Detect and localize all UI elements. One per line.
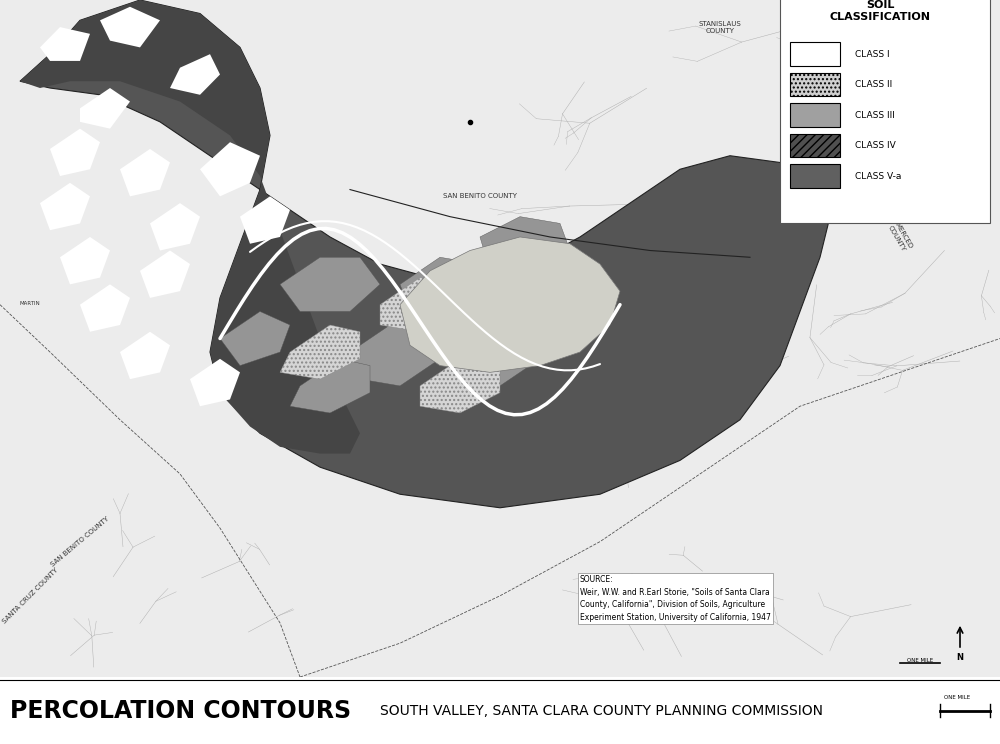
Polygon shape [20,0,360,454]
Text: CLASS III: CLASS III [855,111,895,120]
Text: MARTIN: MARTIN [20,301,41,306]
Polygon shape [290,359,370,413]
Polygon shape [60,237,110,284]
Text: MERCED
COUNTY: MERCED COUNTY [887,221,913,253]
Polygon shape [100,7,160,48]
Polygon shape [170,54,220,94]
Text: CLASS V-a: CLASS V-a [855,172,901,181]
Polygon shape [20,0,830,507]
Bar [790,103,840,127]
Bar [790,164,840,188]
Polygon shape [420,359,500,413]
Bar [790,73,840,97]
Polygon shape [240,196,290,244]
Text: CLASS II: CLASS II [855,80,892,89]
Polygon shape [150,203,200,251]
Text: CLASS IV: CLASS IV [855,141,896,150]
Polygon shape [500,278,570,332]
Polygon shape [280,257,380,312]
Text: CLASS I: CLASS I [855,50,890,59]
Polygon shape [50,129,100,176]
Text: SAN BENITO COUNTY: SAN BENITO COUNTY [443,193,517,199]
Text: ONE MILE: ONE MILE [907,658,933,664]
Text: ONE MILE: ONE MILE [944,695,970,699]
Polygon shape [190,359,240,406]
Polygon shape [220,312,290,365]
Bar [790,42,840,66]
Polygon shape [400,237,620,372]
Polygon shape [400,257,490,318]
Polygon shape [40,183,90,230]
Polygon shape [350,325,440,386]
Polygon shape [480,217,570,278]
Text: SOUTH VALLEY, SANTA CLARA COUNTY PLANNING COMMISSION: SOUTH VALLEY, SANTA CLARA COUNTY PLANNIN… [380,704,823,717]
Bar [780,0,990,223]
Text: PERCOLATION CONTOURS: PERCOLATION CONTOURS [10,699,351,722]
Polygon shape [120,332,170,379]
Text: SAN BENITO COUNTY: SAN BENITO COUNTY [50,516,110,568]
Text: SOURCE:
Weir, W.W. and R.Earl Storie, "Soils of Santa Clara
County, California",: SOURCE: Weir, W.W. and R.Earl Storie, "S… [580,576,771,622]
Polygon shape [80,284,130,332]
Polygon shape [40,27,90,61]
Polygon shape [120,149,170,196]
Polygon shape [280,325,360,379]
Text: N: N [956,653,964,662]
Polygon shape [80,88,130,129]
Polygon shape [200,142,260,196]
Text: STANISLAUS
COUNTY: STANISLAUS COUNTY [699,21,741,33]
Polygon shape [380,278,460,332]
Text: SANTA CRUZ COUNTY: SANTA CRUZ COUNTY [1,567,59,625]
Polygon shape [450,325,540,386]
Bar [790,134,840,158]
Polygon shape [140,251,190,298]
Text: SOIL
CLASSIFICATION: SOIL CLASSIFICATION [830,0,930,22]
